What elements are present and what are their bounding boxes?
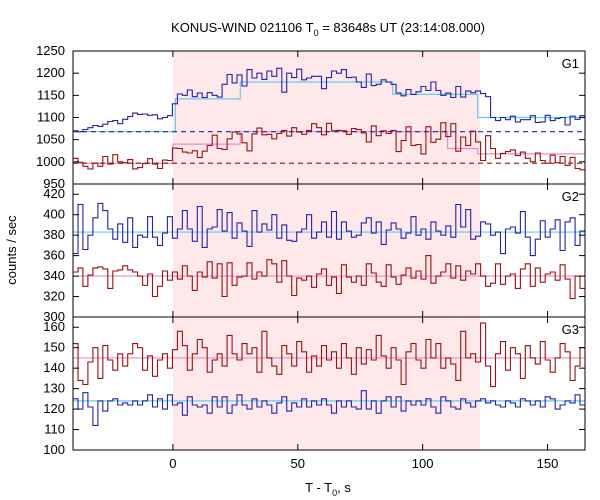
series-line-low bbox=[73, 122, 585, 171]
panel-g1: 950 1000 1050 1100 1150 1200 1250 G1 bbox=[36, 43, 586, 191]
y-tick-label: 120 bbox=[43, 401, 65, 416]
panel-label: G3 bbox=[562, 322, 579, 337]
y-tick-label: 400 bbox=[43, 207, 65, 222]
panel-label: G1 bbox=[562, 56, 579, 71]
chart-title-subscript: 0 bbox=[314, 28, 319, 38]
y-tick-label: 100 bbox=[43, 442, 65, 457]
fit-level-high bbox=[73, 81, 585, 133]
panel-label: G2 bbox=[562, 189, 579, 204]
y-tick-label: 140 bbox=[43, 360, 65, 375]
y-tick-label: 110 bbox=[44, 422, 65, 437]
y-tick-label: 1050 bbox=[36, 132, 65, 147]
x-axis-label-subscript: 0 bbox=[332, 488, 337, 498]
y-tick-label: 340 bbox=[43, 268, 65, 283]
y-axis-label: counts / sec bbox=[4, 215, 19, 285]
highlight-interval bbox=[172, 317, 481, 450]
y-tick-label: 1200 bbox=[36, 65, 65, 80]
panel-g2: 300 320 340 360 380 400 420 G2 bbox=[43, 183, 586, 324]
y-tick-label: 160 bbox=[43, 319, 65, 334]
panel-g3: 100 110 120 130 140 150 160 G3 0 50 100 150 bbox=[43, 316, 586, 471]
y-tick-label: 320 bbox=[43, 289, 65, 304]
x-tick-label: 0 bbox=[169, 456, 176, 471]
chart-title-tail: = 83648s UT (23:14:08.000) bbox=[319, 20, 485, 35]
x-tick-label: 100 bbox=[412, 456, 434, 471]
panel-frame bbox=[72, 316, 586, 451]
x-tick-label: 150 bbox=[537, 456, 559, 471]
chart-title: KONUS-WIND 021106 T0 = 83648s UT (23:14:… bbox=[171, 20, 485, 38]
y-tick-label: 950 bbox=[43, 176, 65, 191]
highlight-interval bbox=[172, 51, 481, 184]
chart-panels: 950100010501100115012001250G130032034036… bbox=[36, 43, 586, 471]
x-axis-label: T - T0, s bbox=[305, 480, 351, 498]
panel-plot-area bbox=[73, 202, 585, 300]
y-tick-label: 1100 bbox=[37, 110, 65, 125]
y-tick-label: 380 bbox=[43, 227, 65, 242]
highlight-interval bbox=[172, 184, 481, 317]
y-tick-label: 1150 bbox=[37, 87, 65, 102]
series-line-high bbox=[73, 202, 585, 257]
y-tick-label: 300 bbox=[43, 309, 65, 324]
y-tick-label: 130 bbox=[43, 381, 65, 396]
x-tick-label: 50 bbox=[291, 456, 305, 471]
chart-title-main: KONUS-WIND 021106 T bbox=[171, 20, 314, 35]
y-tick-label: 1000 bbox=[36, 154, 65, 169]
series-line-high bbox=[73, 390, 585, 426]
series-line-low bbox=[73, 255, 585, 300]
y-tick-label: 150 bbox=[43, 340, 65, 355]
x-axis-label-tail: , s bbox=[337, 480, 351, 495]
panel-plot-area bbox=[73, 67, 585, 171]
y-tick-label: 360 bbox=[43, 248, 65, 263]
y-tick-label: 1250 bbox=[36, 43, 65, 58]
y-tick-label: 420 bbox=[43, 186, 65, 201]
x-axis-label-main: T - T bbox=[305, 480, 332, 495]
series-line-low bbox=[73, 322, 585, 388]
series-line-high bbox=[73, 67, 585, 133]
panel-plot-area bbox=[73, 322, 585, 426]
